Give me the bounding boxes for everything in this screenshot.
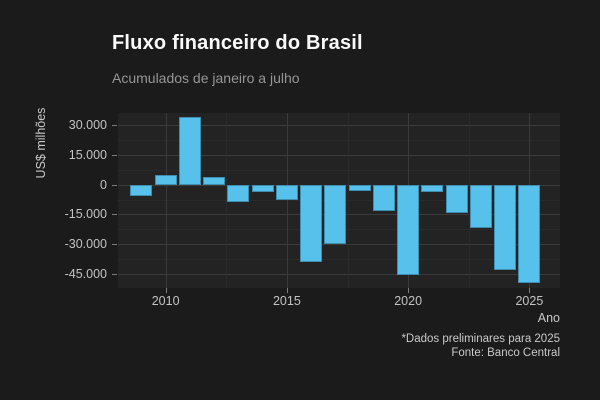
bar-2024 (494, 184, 517, 270)
chart-subtitle: Acumulados de janeiro a julho (112, 70, 300, 86)
bar-2020 (397, 184, 420, 275)
bar-2023 (469, 184, 492, 229)
gridline-h-minor (118, 169, 560, 171)
gridline-v-minor (226, 113, 228, 288)
page-title: Fluxo financeiro do Brasil (112, 32, 363, 54)
bar-2016 (300, 184, 323, 262)
x-tick-label: 2025 (515, 294, 544, 308)
gridline-h-major (118, 125, 560, 127)
y-axis-title: US$ milhões (34, 107, 48, 179)
gridline-v-major (165, 113, 167, 288)
y-tick-mark (112, 125, 117, 127)
gridline-h-minor (118, 140, 560, 142)
bar-2022 (445, 184, 468, 214)
x-tick-mark (408, 288, 410, 293)
y-tick-mark (112, 184, 117, 186)
x-tick-mark (529, 288, 531, 293)
plot-panel (118, 113, 560, 288)
y-tick-label: -30.000 (64, 237, 107, 252)
gridline-h-major (118, 244, 560, 246)
x-tick-label: 2020 (394, 294, 423, 308)
gridline-v-minor (347, 113, 349, 288)
y-tick-label: -45.000 (64, 266, 107, 281)
x-tick-label: 2015 (272, 294, 301, 308)
x-tick-label: 2010 (151, 294, 180, 308)
bar-2009 (130, 184, 153, 196)
x-tick-mark (165, 288, 167, 293)
gridline-h-minor (118, 258, 560, 260)
caption-preliminary-note: *Dados preliminares para 2025 (401, 333, 560, 345)
bar-2025 (518, 184, 541, 283)
bar-2019 (372, 184, 395, 212)
bar-2017 (324, 184, 347, 245)
bar-2021 (421, 184, 444, 193)
y-tick-mark (112, 155, 117, 156)
y-tick-mark (112, 244, 117, 246)
bar-2012 (203, 176, 226, 185)
gridline-h-major (118, 155, 560, 156)
x-axis-title: Ano (537, 311, 560, 325)
y-tick-label: -15.000 (64, 207, 107, 222)
bar-2010 (154, 174, 177, 185)
bar-2015 (275, 184, 298, 201)
bar-2011 (178, 117, 201, 185)
gridline-v-major (286, 113, 288, 288)
y-tick-mark (112, 273, 117, 275)
y-tick-mark (112, 214, 117, 216)
y-tick-label: 30.000 (68, 118, 107, 133)
gridline-v-minor (468, 113, 470, 288)
bar-2013 (227, 184, 250, 203)
bar-2018 (348, 184, 371, 192)
x-tick-mark (286, 288, 288, 293)
gridline-h-major (118, 273, 560, 275)
caption-source: Fonte: Banco Central (451, 347, 560, 359)
y-tick-label: 15.000 (68, 148, 107, 162)
y-tick-label: 0 (100, 177, 107, 192)
bar-2014 (251, 184, 274, 193)
